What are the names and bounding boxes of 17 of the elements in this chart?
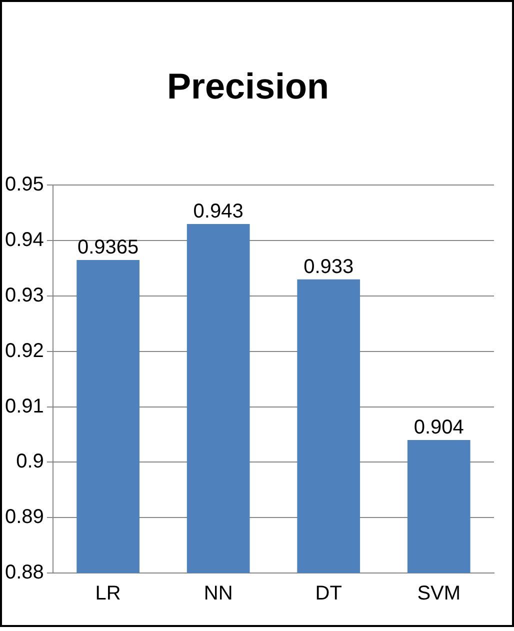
x-tick-label: NN	[204, 582, 233, 605]
y-tick-label: 0.91	[4, 395, 44, 418]
y-tick-label: 0.94	[4, 229, 44, 252]
x-tick-label: SVM	[417, 582, 461, 605]
y-tick-label: 0.88	[4, 562, 44, 584]
y-tick-label: 0.89	[4, 506, 44, 528]
data-label: 0.9365	[77, 236, 139, 259]
y-tick-label: 0.93	[4, 284, 44, 307]
data-label: 0.933	[304, 256, 354, 278]
y-tick-label: 0.95	[4, 174, 44, 196]
y-tick-label: 0.92	[4, 340, 44, 362]
chart-title: Precision	[166, 66, 330, 107]
data-label: 0.904	[414, 416, 464, 439]
x-tick-label: DT	[315, 582, 342, 605]
y-tick-label: 0.9	[16, 450, 44, 473]
x-tick-label: LR	[95, 582, 121, 605]
data-label: 0.943	[193, 200, 244, 222]
